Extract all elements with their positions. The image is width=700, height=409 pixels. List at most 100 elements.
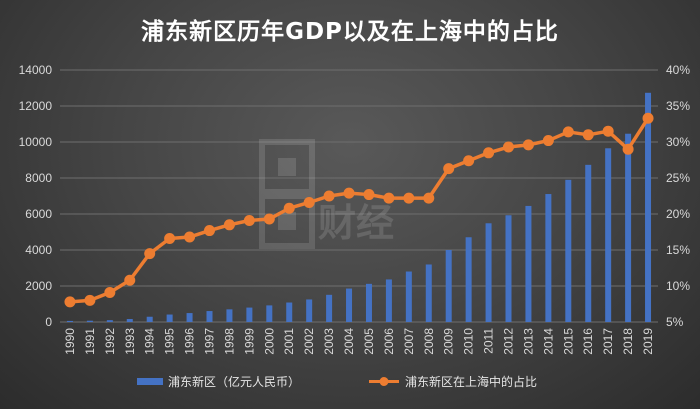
line-marker [124, 274, 136, 286]
bar [286, 302, 293, 322]
line-marker [323, 190, 335, 202]
x-tick-label: 2012 [502, 328, 516, 355]
line-marker [263, 213, 275, 225]
bar [645, 92, 652, 323]
line-marker [562, 126, 574, 138]
line-marker [164, 232, 176, 244]
svg-text:财经: 财经 [318, 201, 394, 245]
line-marker [423, 192, 435, 204]
y-left-tick-label: 4000 [25, 243, 52, 257]
x-tick-label: 1999 [242, 328, 256, 355]
bar [565, 179, 572, 322]
bar [545, 194, 552, 322]
x-tick-label: 2002 [302, 328, 316, 355]
y-right-tick-label: 5% [666, 315, 684, 329]
bar [505, 215, 512, 322]
x-tick-label: 2010 [462, 328, 476, 355]
y-left-tick-label: 8000 [25, 171, 52, 185]
bar [385, 279, 392, 322]
line-marker [483, 147, 495, 159]
x-tick-label: 2016 [581, 328, 595, 355]
bar [226, 309, 233, 322]
bar [246, 307, 253, 322]
chart-title: 浦东新区历年GDP以及在上海中的占比 [141, 19, 559, 45]
line-marker [383, 192, 395, 204]
x-tick-label: 1993 [123, 328, 137, 355]
bar [146, 316, 153, 322]
bar [166, 314, 173, 322]
bar [405, 271, 412, 322]
x-tick-label: 2005 [362, 328, 376, 355]
bar [306, 299, 313, 322]
line-series [64, 112, 654, 308]
x-tick-label: 2000 [262, 328, 276, 355]
line-marker [144, 248, 156, 260]
x-tick-label: 2007 [402, 328, 416, 355]
bar [445, 249, 452, 322]
line-marker [184, 231, 196, 243]
x-tick-label: 1994 [143, 328, 157, 355]
y-right-tick-label: 35% [666, 99, 690, 113]
line-marker [283, 202, 295, 214]
x-tick-label: 2013 [521, 328, 535, 355]
bar [106, 320, 113, 322]
y-left-tick-label: 10000 [19, 135, 53, 149]
bar [625, 133, 632, 322]
bar [465, 237, 472, 322]
y-right-tick-label: 25% [666, 171, 690, 185]
y-left-tick-label: 2000 [25, 279, 52, 293]
line-marker [443, 163, 455, 175]
bar [346, 288, 353, 322]
y-axis-left: 0 2000 4000 6000 8000 10000 12000 14000 [19, 63, 53, 329]
line-marker [602, 125, 614, 137]
x-tick-label: 2009 [442, 328, 456, 355]
x-tick-label: 2019 [641, 328, 655, 355]
bar [86, 320, 93, 322]
line-marker [403, 192, 415, 204]
bar [605, 148, 612, 322]
x-tick-label: 2003 [322, 328, 336, 355]
line-marker [522, 139, 534, 151]
y-right-tick-label: 15% [666, 243, 690, 257]
x-tick-label: 2004 [342, 328, 356, 355]
x-tick-label: 1996 [183, 328, 197, 355]
legend-line-label: 浦东新区在上海中的占比 [405, 374, 537, 389]
line-marker [582, 129, 594, 141]
y-right-tick-label: 20% [666, 207, 690, 221]
bar [485, 223, 492, 322]
bar [266, 305, 273, 322]
line-marker [622, 143, 634, 155]
line-marker [642, 112, 654, 124]
line-marker [303, 196, 315, 208]
grid [60, 69, 658, 323]
line-marker [64, 296, 76, 308]
line-marker [343, 187, 355, 199]
x-tick-label: 2001 [282, 328, 296, 355]
line-marker [503, 141, 514, 153]
x-axis: 1990 1991 1992 1993 1994 1995 1996 1997 1998 1999… [63, 328, 655, 355]
bar [525, 205, 532, 322]
legend-line-marker [379, 377, 389, 386]
line-marker [223, 219, 235, 231]
x-tick-label: 2008 [422, 328, 436, 355]
x-tick-label: 2017 [601, 328, 615, 355]
bar [365, 283, 372, 322]
x-tick-label: 1990 [63, 328, 77, 355]
y-left-tick-label: 6000 [25, 207, 52, 221]
y-right-tick-label: 30% [666, 135, 690, 149]
x-tick-label: 2011 [482, 328, 496, 354]
y-right-tick-label: 10% [666, 279, 690, 293]
x-tick-label: 1998 [222, 328, 236, 355]
bar [126, 319, 133, 322]
bar [326, 294, 333, 322]
bar-series [66, 92, 652, 323]
y-left-tick-label: 12000 [19, 99, 53, 113]
y-right-tick-label: 40% [666, 63, 690, 77]
y-left-tick-label: 0 [45, 315, 52, 329]
line-marker [542, 135, 554, 147]
bar [585, 164, 592, 322]
y-left-tick-label: 14000 [19, 63, 53, 77]
x-tick-label: 2014 [541, 328, 555, 355]
x-tick-label: 1997 [203, 328, 217, 355]
